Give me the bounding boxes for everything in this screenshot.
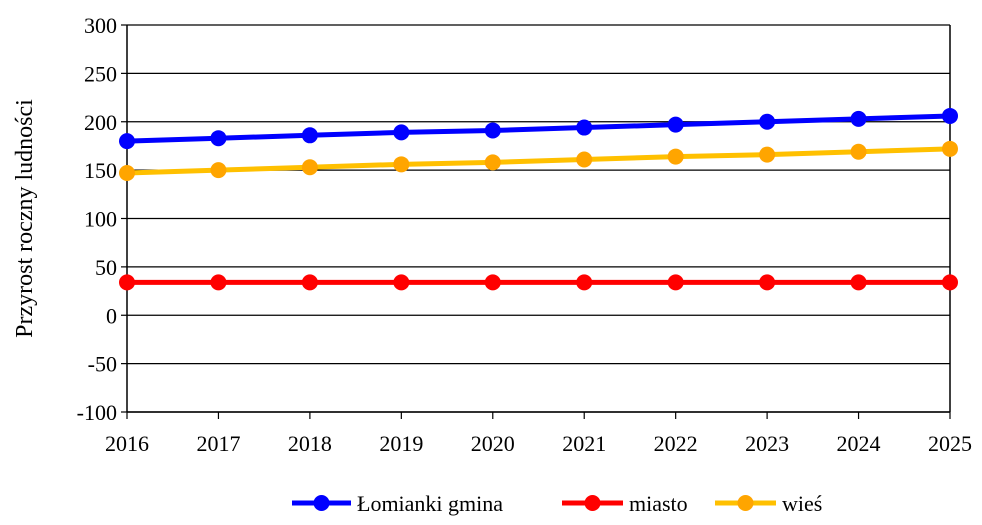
x-tick-label: 2022 [654,431,698,456]
legend-item: Łomianki gmina [292,491,503,516]
series-1 [119,274,958,291]
data-point [942,274,958,291]
legend-marker [737,495,754,511]
y-tick-label: 300 [84,13,117,38]
data-point [850,143,867,160]
x-tick-label: 2021 [562,431,606,456]
x-tick-label: 2017 [196,431,240,456]
legend-marker [584,495,601,511]
data-point [393,124,410,141]
series-2 [119,140,958,182]
data-point [576,151,593,168]
series-0 [119,107,958,150]
data-point [667,148,684,165]
data-point [119,133,135,150]
data-point [759,113,776,130]
data-point [484,274,501,291]
label-layer: 300 250 200 150 100 50 0 -50 -100 2016 2017 2018 201… [12,13,972,456]
x-tick-label: 2023 [745,431,789,456]
data-point [301,127,318,144]
legend-item: miasto [562,491,688,516]
y-tick-label: 0 [106,303,117,328]
legend-marker [313,495,330,511]
legend-item: wieś [715,491,822,516]
data-point [942,140,958,157]
grid-layer [127,24,950,413]
y-tick-label: 200 [84,110,117,135]
data-point [759,274,776,291]
legend-label: miasto [629,491,688,516]
y-tick-label: -100 [77,400,117,425]
x-tick-label: 2020 [471,431,515,456]
data-point [393,156,410,173]
data-point [850,110,867,127]
y-axis-title: Przyrost roczny ludności [12,99,38,338]
y-tick-label: 150 [84,158,117,183]
data-point [484,154,501,171]
data-point [119,165,135,182]
data-point [393,274,410,291]
data-point [850,274,867,291]
x-tick-label: 2024 [837,431,881,456]
legend-label: wieś [782,491,822,516]
data-point [759,146,776,163]
data-point [576,119,593,136]
data-point [301,159,318,176]
data-point [667,274,684,291]
y-tick-label: -50 [88,352,117,377]
data-point [301,274,318,291]
legend-label: Łomianki gmina [357,491,503,516]
y-tick-label: 250 [84,61,117,86]
data-point [576,274,593,291]
data-point [210,274,227,291]
x-tick-label: 2016 [105,431,149,456]
data-point [667,116,684,133]
legend: Łomianki gmina miasto wieś [292,491,822,516]
y-tick-label: 50 [95,255,117,280]
x-tick-label: 2025 [928,431,972,456]
series-layer [119,107,958,291]
series-line [126,113,951,144]
y-tick-label: 100 [84,207,117,232]
data-point [942,107,958,124]
x-tick-label: 2018 [288,431,332,456]
series-line [126,146,951,176]
data-point [484,122,501,139]
data-point [210,130,227,147]
x-tick-label: 2019 [379,431,423,456]
axis-layer [121,24,951,419]
data-point [210,162,227,179]
data-point [119,274,135,291]
